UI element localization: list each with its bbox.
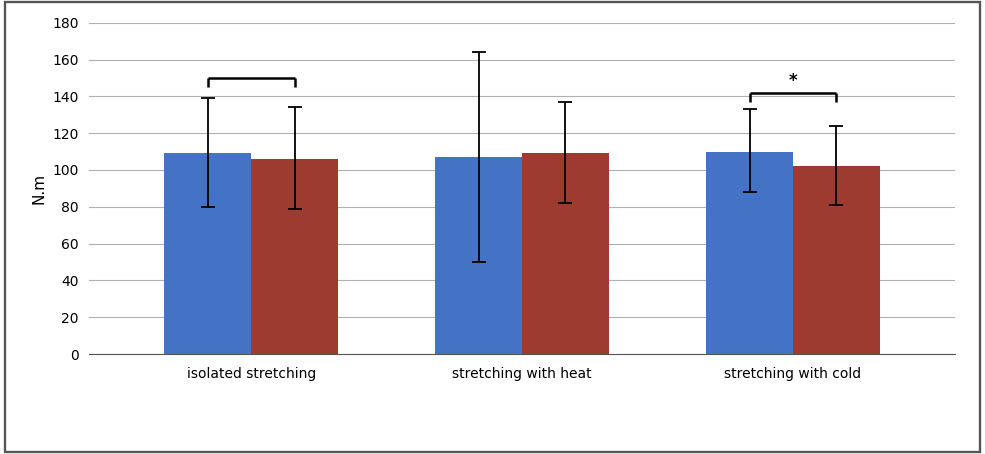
Bar: [164, 153, 251, 354]
Bar: [435, 157, 522, 354]
Bar: [522, 153, 609, 354]
Text: *: *: [789, 72, 797, 90]
Bar: [706, 152, 793, 354]
Bar: [251, 159, 338, 354]
Y-axis label: N.m: N.m: [32, 173, 47, 204]
Bar: [793, 166, 880, 354]
